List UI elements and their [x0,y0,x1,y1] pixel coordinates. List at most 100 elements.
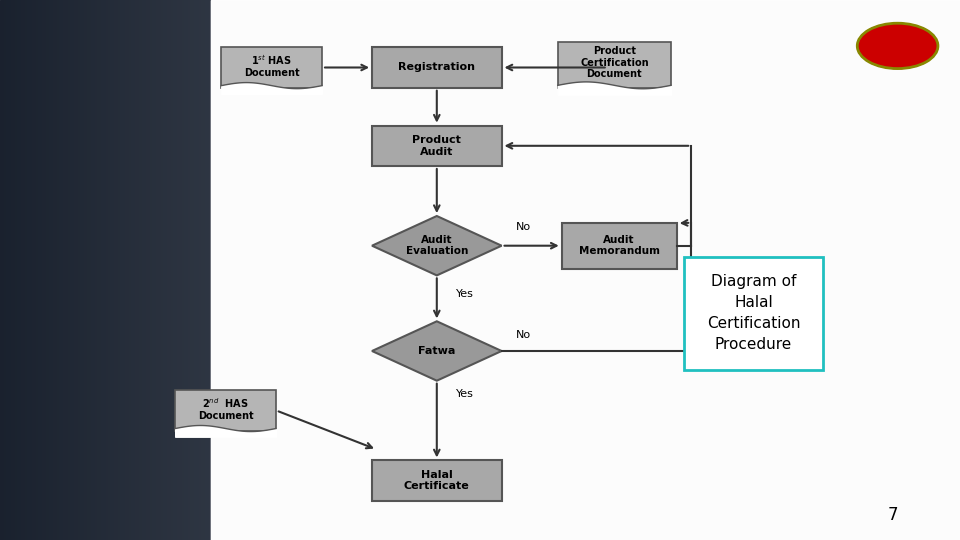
Bar [114,0,116,540]
Bar [81,0,83,540]
Text: Audit
Memorandum: Audit Memorandum [579,235,660,256]
Bar [108,0,109,540]
Bar [46,0,49,540]
Bar [83,0,84,540]
Bar [156,0,158,540]
Bar [106,0,108,540]
Bar [211,0,960,540]
Circle shape [857,23,938,69]
Bar [36,0,38,540]
Text: No: No [516,330,531,340]
Bar [61,0,63,540]
Bar [7,0,9,540]
Bar [178,0,180,540]
Bar [67,0,70,540]
Bar [144,0,146,540]
Bar [148,0,150,540]
Bar [186,0,188,540]
Text: Diagram of
Halal
Certification
Procedure: Diagram of Halal Certification Procedure [707,274,801,352]
Bar [162,0,165,540]
Bar [84,0,86,540]
Bar [211,0,960,540]
Bar [160,0,162,540]
Bar [74,0,76,540]
Text: 2$^{nd}$  HAS
Document: 2$^{nd}$ HAS Document [198,396,253,421]
Text: Registration: Registration [398,63,475,72]
Bar [155,0,156,540]
FancyBboxPatch shape [684,256,824,370]
Bar [53,0,55,540]
Text: Product
Audit: Product Audit [413,135,461,157]
Bar [11,0,12,540]
Bar [197,0,199,540]
Bar [120,0,123,540]
Bar [95,0,97,540]
Bar [209,0,211,540]
Bar [150,0,152,540]
Bar [86,0,88,540]
Bar [14,0,17,540]
Text: Fatwa: Fatwa [419,346,455,356]
Bar [158,0,160,540]
Bar [2,0,4,540]
Bar [169,0,171,540]
Polygon shape [372,216,501,275]
Bar [188,0,190,540]
Bar [102,0,104,540]
Bar [21,0,23,540]
FancyBboxPatch shape [175,390,276,431]
FancyBboxPatch shape [372,126,501,166]
Bar [70,0,72,540]
Bar [139,0,141,540]
Bar [88,0,91,540]
Bar [42,0,44,540]
Bar [125,0,127,540]
Text: Yes: Yes [456,289,474,299]
Bar [137,0,139,540]
Bar [116,0,118,540]
Bar [127,0,129,540]
Bar [176,0,178,540]
Bar [135,0,137,540]
Bar [192,0,194,540]
Text: No: No [516,222,531,232]
Bar [63,0,65,540]
Bar [118,0,120,540]
Bar [91,0,93,540]
Bar [12,0,14,540]
Bar [97,0,99,540]
Bar [44,0,46,540]
Text: Halal
Certificate: Halal Certificate [404,470,469,491]
Bar [180,0,181,540]
Bar [49,0,51,540]
Bar [34,0,36,540]
Bar [32,0,34,540]
Bar [0,0,2,540]
Bar [93,0,95,540]
FancyBboxPatch shape [372,460,501,501]
Bar [199,0,201,540]
Bar [204,0,207,540]
Bar [17,0,19,540]
Bar [104,0,106,540]
Bar [133,0,135,540]
FancyBboxPatch shape [562,222,677,268]
Bar [28,0,30,540]
Bar [51,0,53,540]
Bar [165,0,167,540]
Bar [23,0,25,540]
Bar [183,0,186,540]
Bar [99,0,102,540]
Bar [19,0,21,540]
Text: Product
Certification
Document: Product Certification Document [580,46,649,79]
Bar [131,0,133,540]
Bar [141,0,144,540]
Polygon shape [372,321,501,381]
Bar [109,0,112,540]
Bar [152,0,155,540]
FancyBboxPatch shape [221,47,322,87]
Bar [57,0,60,540]
Bar [194,0,197,540]
FancyBboxPatch shape [558,42,671,87]
Bar [4,0,7,540]
